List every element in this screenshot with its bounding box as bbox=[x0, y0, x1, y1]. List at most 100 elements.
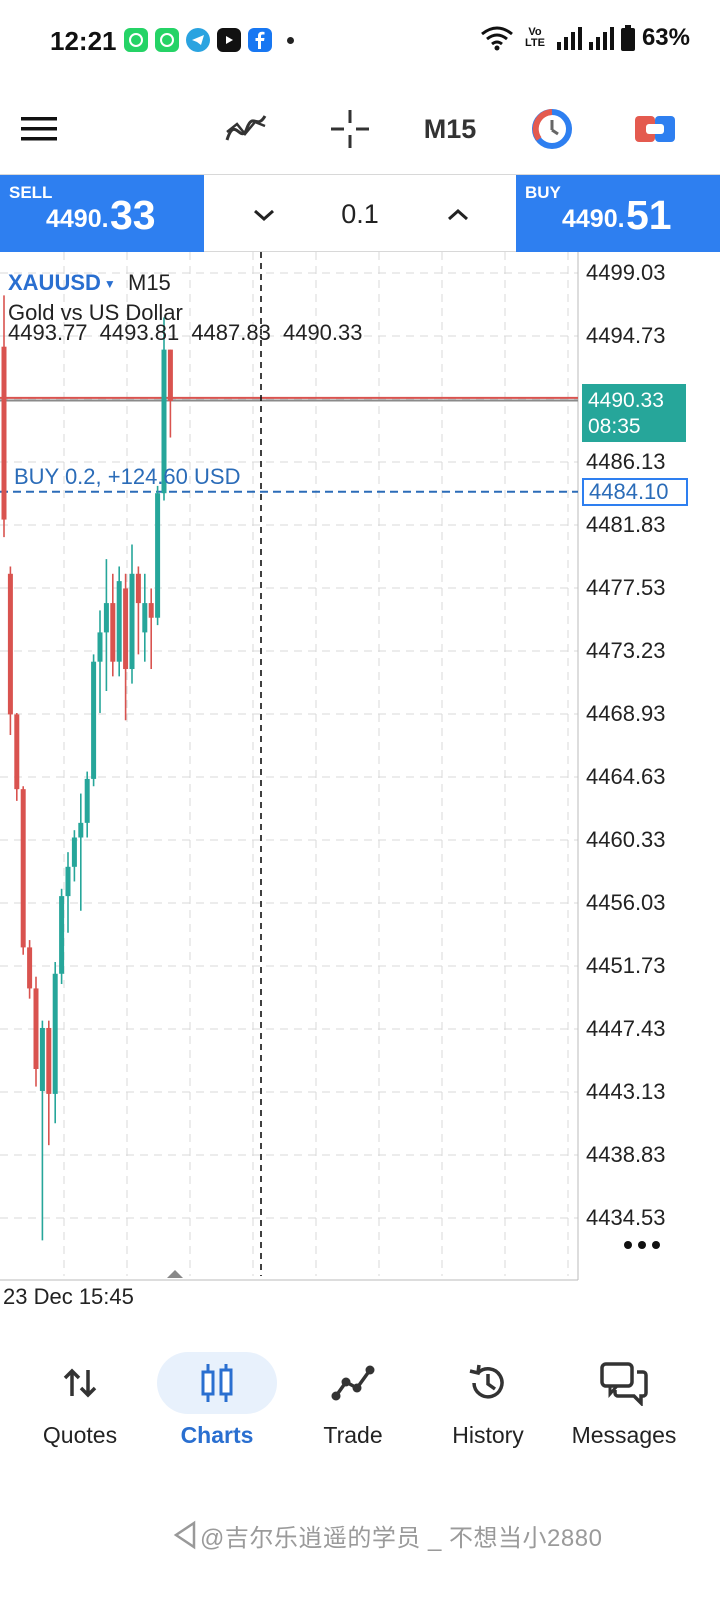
y-tick-label: 4456.03 bbox=[586, 890, 666, 915]
watermark-text: @吉尔乐逍遥的学员 _ 不想当小2880 bbox=[200, 1525, 603, 1552]
bottom-navigation: Quotes Charts Trade bbox=[0, 1340, 720, 1480]
system-back-icon[interactable] bbox=[172, 1520, 198, 1550]
buy-price-large: 51 bbox=[626, 192, 672, 238]
chart-canvas[interactable] bbox=[0, 252, 720, 1328]
trade-panel-icon bbox=[635, 116, 675, 142]
trade-panel-button[interactable] bbox=[628, 84, 682, 174]
y-tick-label: 4438.83 bbox=[586, 1142, 666, 1167]
crosshair-time-label: 23 Dec 15:45 bbox=[3, 1284, 134, 1309]
candle bbox=[142, 603, 148, 633]
messages-icon bbox=[564, 1352, 684, 1414]
nav-charts-label: Charts bbox=[180, 1422, 254, 1448]
nav-charts[interactable]: Charts bbox=[147, 1340, 287, 1470]
sell-price-small: 4490. bbox=[46, 205, 109, 233]
candle bbox=[161, 349, 167, 494]
candle bbox=[135, 573, 141, 604]
volume-decrease-button[interactable] bbox=[246, 197, 282, 233]
current-price: 4490.33 bbox=[588, 389, 664, 412]
nav-history-label: History bbox=[452, 1422, 524, 1448]
ohlc-readout: 4493.77 4493.81 4487.83 4490.33 bbox=[8, 320, 369, 346]
nav-history[interactable]: History bbox=[418, 1340, 558, 1470]
y-tick-label: 4477.53 bbox=[586, 575, 666, 600]
status-indicators: Vo LTE 63% bbox=[480, 24, 690, 52]
menu-button[interactable] bbox=[14, 84, 64, 174]
candle bbox=[155, 493, 161, 618]
youtube-icon bbox=[217, 28, 241, 52]
candle bbox=[116, 581, 122, 662]
battery-icon bbox=[620, 25, 635, 51]
nav-messages-label: Messages bbox=[571, 1422, 677, 1448]
candle bbox=[103, 603, 109, 633]
battery-percent: 63% bbox=[641, 24, 690, 51]
timeframe-button[interactable]: M15 bbox=[418, 84, 482, 174]
one-click-trading-button[interactable] bbox=[526, 84, 578, 174]
y-tick-label: 4468.93 bbox=[586, 701, 666, 726]
candle bbox=[84, 778, 90, 823]
y-tick-label: 4481.83 bbox=[586, 512, 666, 537]
y-tick-label: 4486.13 bbox=[586, 449, 666, 474]
candle bbox=[39, 1027, 45, 1091]
trade-icon bbox=[293, 1352, 413, 1414]
sell-price-large: 33 bbox=[110, 192, 156, 238]
candle bbox=[33, 988, 39, 1069]
candle bbox=[129, 573, 135, 670]
timeframe-label: M15 bbox=[423, 113, 477, 144]
signal-icon bbox=[556, 27, 582, 50]
chart-symbol[interactable]: XAUUSD ▼ bbox=[8, 270, 116, 295]
more-options-icon[interactable] bbox=[624, 1238, 664, 1252]
candle bbox=[7, 573, 13, 715]
nav-messages[interactable]: Messages bbox=[554, 1340, 694, 1470]
y-tick-label: 4494.73 bbox=[586, 323, 666, 348]
candle bbox=[148, 603, 154, 618]
crosshair-icon bbox=[331, 110, 369, 148]
candle bbox=[110, 603, 116, 662]
position-line-label[interactable]: BUY 0.2, +124.60 USD bbox=[14, 464, 241, 489]
sell-button[interactable]: SELL 4490. 33 bbox=[0, 175, 204, 252]
nav-trade-label: Trade bbox=[323, 1422, 383, 1448]
crosshair-button[interactable] bbox=[322, 84, 378, 174]
volume-increase-button[interactable] bbox=[440, 197, 476, 233]
y-tick-label: 4451.73 bbox=[586, 953, 666, 978]
indicators-icon bbox=[225, 115, 267, 141]
status-time: 12:21 bbox=[50, 26, 117, 56]
charts-icon bbox=[157, 1352, 277, 1414]
position-price-tag: 4484.10 bbox=[582, 478, 688, 506]
chart-toolbar: M15 bbox=[0, 84, 720, 174]
y-tick-label: 4460.33 bbox=[586, 827, 666, 852]
candle bbox=[78, 822, 84, 838]
more-notifications-dot bbox=[287, 36, 294, 44]
candle bbox=[97, 632, 103, 662]
volume-input[interactable]: 0.1 bbox=[341, 199, 379, 229]
sell-label: SELL bbox=[9, 183, 53, 202]
candle bbox=[14, 714, 20, 790]
facebook-icon bbox=[248, 28, 272, 52]
candle bbox=[1, 346, 7, 520]
history-icon bbox=[428, 1352, 548, 1414]
candle bbox=[71, 837, 77, 867]
candle bbox=[46, 1027, 52, 1094]
ohlc-close: 4490.33 bbox=[282, 320, 363, 345]
price-chart[interactable]: XAUUSD ▼ M15 Gold vs US Dollar 4493.77 44… bbox=[0, 252, 720, 1328]
status-bar: 12:21 Vo LTE bbox=[0, 0, 720, 84]
candle bbox=[27, 947, 33, 989]
ohlc-open: 4493.77 bbox=[8, 320, 88, 345]
bar-countdown: 08:35 bbox=[588, 415, 641, 438]
indicators-button[interactable] bbox=[218, 84, 274, 174]
symbol-dropdown-icon: ▼ bbox=[103, 277, 116, 292]
hamburger-menu-icon bbox=[21, 117, 57, 141]
clock-trade-icon bbox=[532, 109, 572, 149]
chart-description: Gold vs US Dollar bbox=[8, 300, 183, 325]
candle bbox=[91, 661, 97, 779]
chart-scroll-marker-icon bbox=[167, 1270, 183, 1278]
nav-quotes[interactable]: Quotes bbox=[10, 1340, 150, 1470]
candle bbox=[59, 896, 65, 974]
buy-button[interactable]: BUY 4490. 51 bbox=[516, 175, 720, 252]
whatsapp-business-icon bbox=[155, 28, 179, 52]
nav-trade[interactable]: Trade bbox=[283, 1340, 423, 1470]
candle bbox=[20, 789, 26, 948]
chevron-down-icon bbox=[254, 209, 274, 222]
y-tick-label: 4447.43 bbox=[586, 1016, 666, 1041]
candle bbox=[65, 866, 71, 897]
y-tick-label: 4434.53 bbox=[586, 1205, 666, 1230]
y-tick-label: 4443.13 bbox=[586, 1079, 666, 1104]
